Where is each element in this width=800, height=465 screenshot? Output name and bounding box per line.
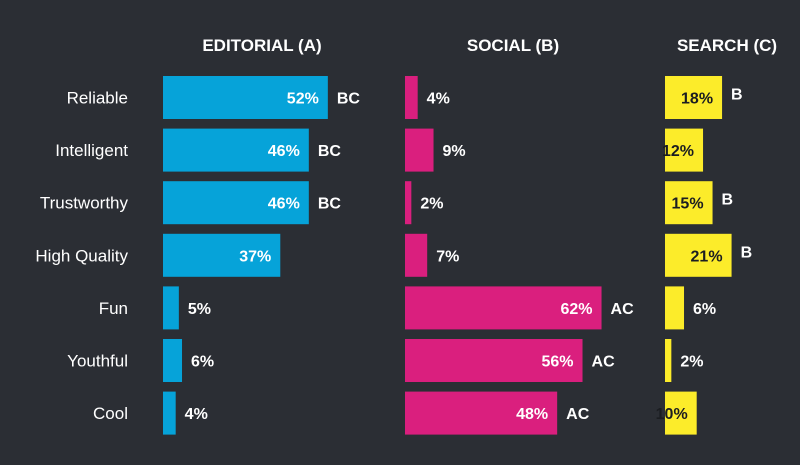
category-label-reliable: Reliable bbox=[67, 89, 128, 108]
column-header-search-c: SEARCH (C) bbox=[677, 36, 777, 55]
significance-label-editorial-a-reliable: BC bbox=[337, 91, 361, 108]
bar-search-c-intelligent bbox=[665, 128, 704, 172]
bar-social-b-high-quality bbox=[405, 233, 428, 277]
value-label-social-b-youthful: 56% bbox=[541, 354, 573, 371]
bar-search-c-trustworthy bbox=[665, 181, 713, 225]
value-label-social-b-fun: 62% bbox=[561, 301, 593, 318]
value-label-social-b-trustworthy: 2% bbox=[420, 196, 443, 213]
category-label-fun: Fun bbox=[99, 299, 128, 318]
bar-editorial-a-trustworthy bbox=[163, 181, 309, 225]
column-header-editorial-a: EDITORIAL (A) bbox=[202, 36, 321, 55]
value-label-search-c-trustworthy: 15% bbox=[672, 196, 704, 213]
significance-label-social-b-cool: AC bbox=[566, 406, 590, 423]
bar-social-b-intelligent bbox=[405, 128, 434, 172]
value-label-search-c-reliable: 18% bbox=[681, 91, 713, 108]
significance-label-search-c-trustworthy: B bbox=[722, 192, 734, 209]
value-label-editorial-a-intelligent: 46% bbox=[268, 143, 300, 160]
value-label-editorial-a-trustworthy: 46% bbox=[268, 196, 300, 213]
significance-label-editorial-a-intelligent: BC bbox=[318, 143, 342, 160]
bar-editorial-a-reliable bbox=[163, 76, 328, 119]
bar-search-c-fun bbox=[665, 286, 685, 330]
significance-label-social-b-fun: AC bbox=[611, 301, 635, 318]
value-label-search-c-high-quality: 21% bbox=[691, 248, 723, 265]
bar-editorial-a-intelligent bbox=[163, 128, 309, 172]
bar-social-b-trustworthy bbox=[405, 181, 412, 225]
value-label-search-c-fun: 6% bbox=[693, 301, 716, 318]
column-header-social-b: SOCIAL (B) bbox=[467, 36, 559, 55]
value-label-editorial-a-reliable: 52% bbox=[287, 91, 319, 108]
value-label-social-b-intelligent: 9% bbox=[443, 143, 466, 160]
bar-social-b-fun bbox=[405, 286, 602, 330]
bar-search-c-reliable bbox=[665, 76, 723, 119]
significance-label-social-b-youthful: AC bbox=[592, 354, 616, 371]
bar-search-c-cool bbox=[665, 391, 697, 435]
category-label-youthful: Youthful bbox=[67, 352, 128, 371]
value-label-editorial-a-cool: 4% bbox=[185, 406, 208, 423]
category-label-intelligent: Intelligent bbox=[55, 141, 128, 160]
bar-search-c-youthful bbox=[665, 339, 672, 382]
bar-social-b-youthful bbox=[405, 339, 583, 382]
bar-search-c-high-quality bbox=[665, 233, 732, 277]
significance-label-search-c-reliable: B bbox=[731, 87, 743, 104]
value-label-editorial-a-youthful: 6% bbox=[191, 354, 214, 371]
value-label-social-b-reliable: 4% bbox=[427, 91, 450, 108]
significance-label-editorial-a-trustworthy: BC bbox=[318, 196, 342, 213]
bar-social-b-cool bbox=[405, 391, 558, 435]
value-label-social-b-high-quality: 7% bbox=[436, 248, 459, 265]
bar-editorial-a-fun bbox=[163, 286, 179, 330]
category-label-trustworthy: Trustworthy bbox=[40, 194, 129, 213]
significance-label-search-c-high-quality: B bbox=[741, 244, 753, 261]
bar-editorial-a-cool bbox=[163, 391, 176, 435]
category-label-high-quality: High Quality bbox=[35, 246, 128, 265]
value-label-editorial-a-high-quality: 37% bbox=[239, 248, 271, 265]
value-label-search-c-youthful: 2% bbox=[680, 354, 703, 371]
bar-editorial-a-high-quality bbox=[163, 233, 281, 277]
category-label-cool: Cool bbox=[93, 404, 128, 423]
value-label-search-c-cool: 10% bbox=[656, 406, 688, 423]
value-label-social-b-cool: 48% bbox=[516, 406, 548, 423]
value-label-search-c-intelligent: 12% bbox=[662, 143, 694, 160]
bar-editorial-a-youthful bbox=[163, 339, 183, 382]
value-label-editorial-a-fun: 5% bbox=[188, 301, 211, 318]
bar-social-b-reliable bbox=[405, 76, 418, 119]
